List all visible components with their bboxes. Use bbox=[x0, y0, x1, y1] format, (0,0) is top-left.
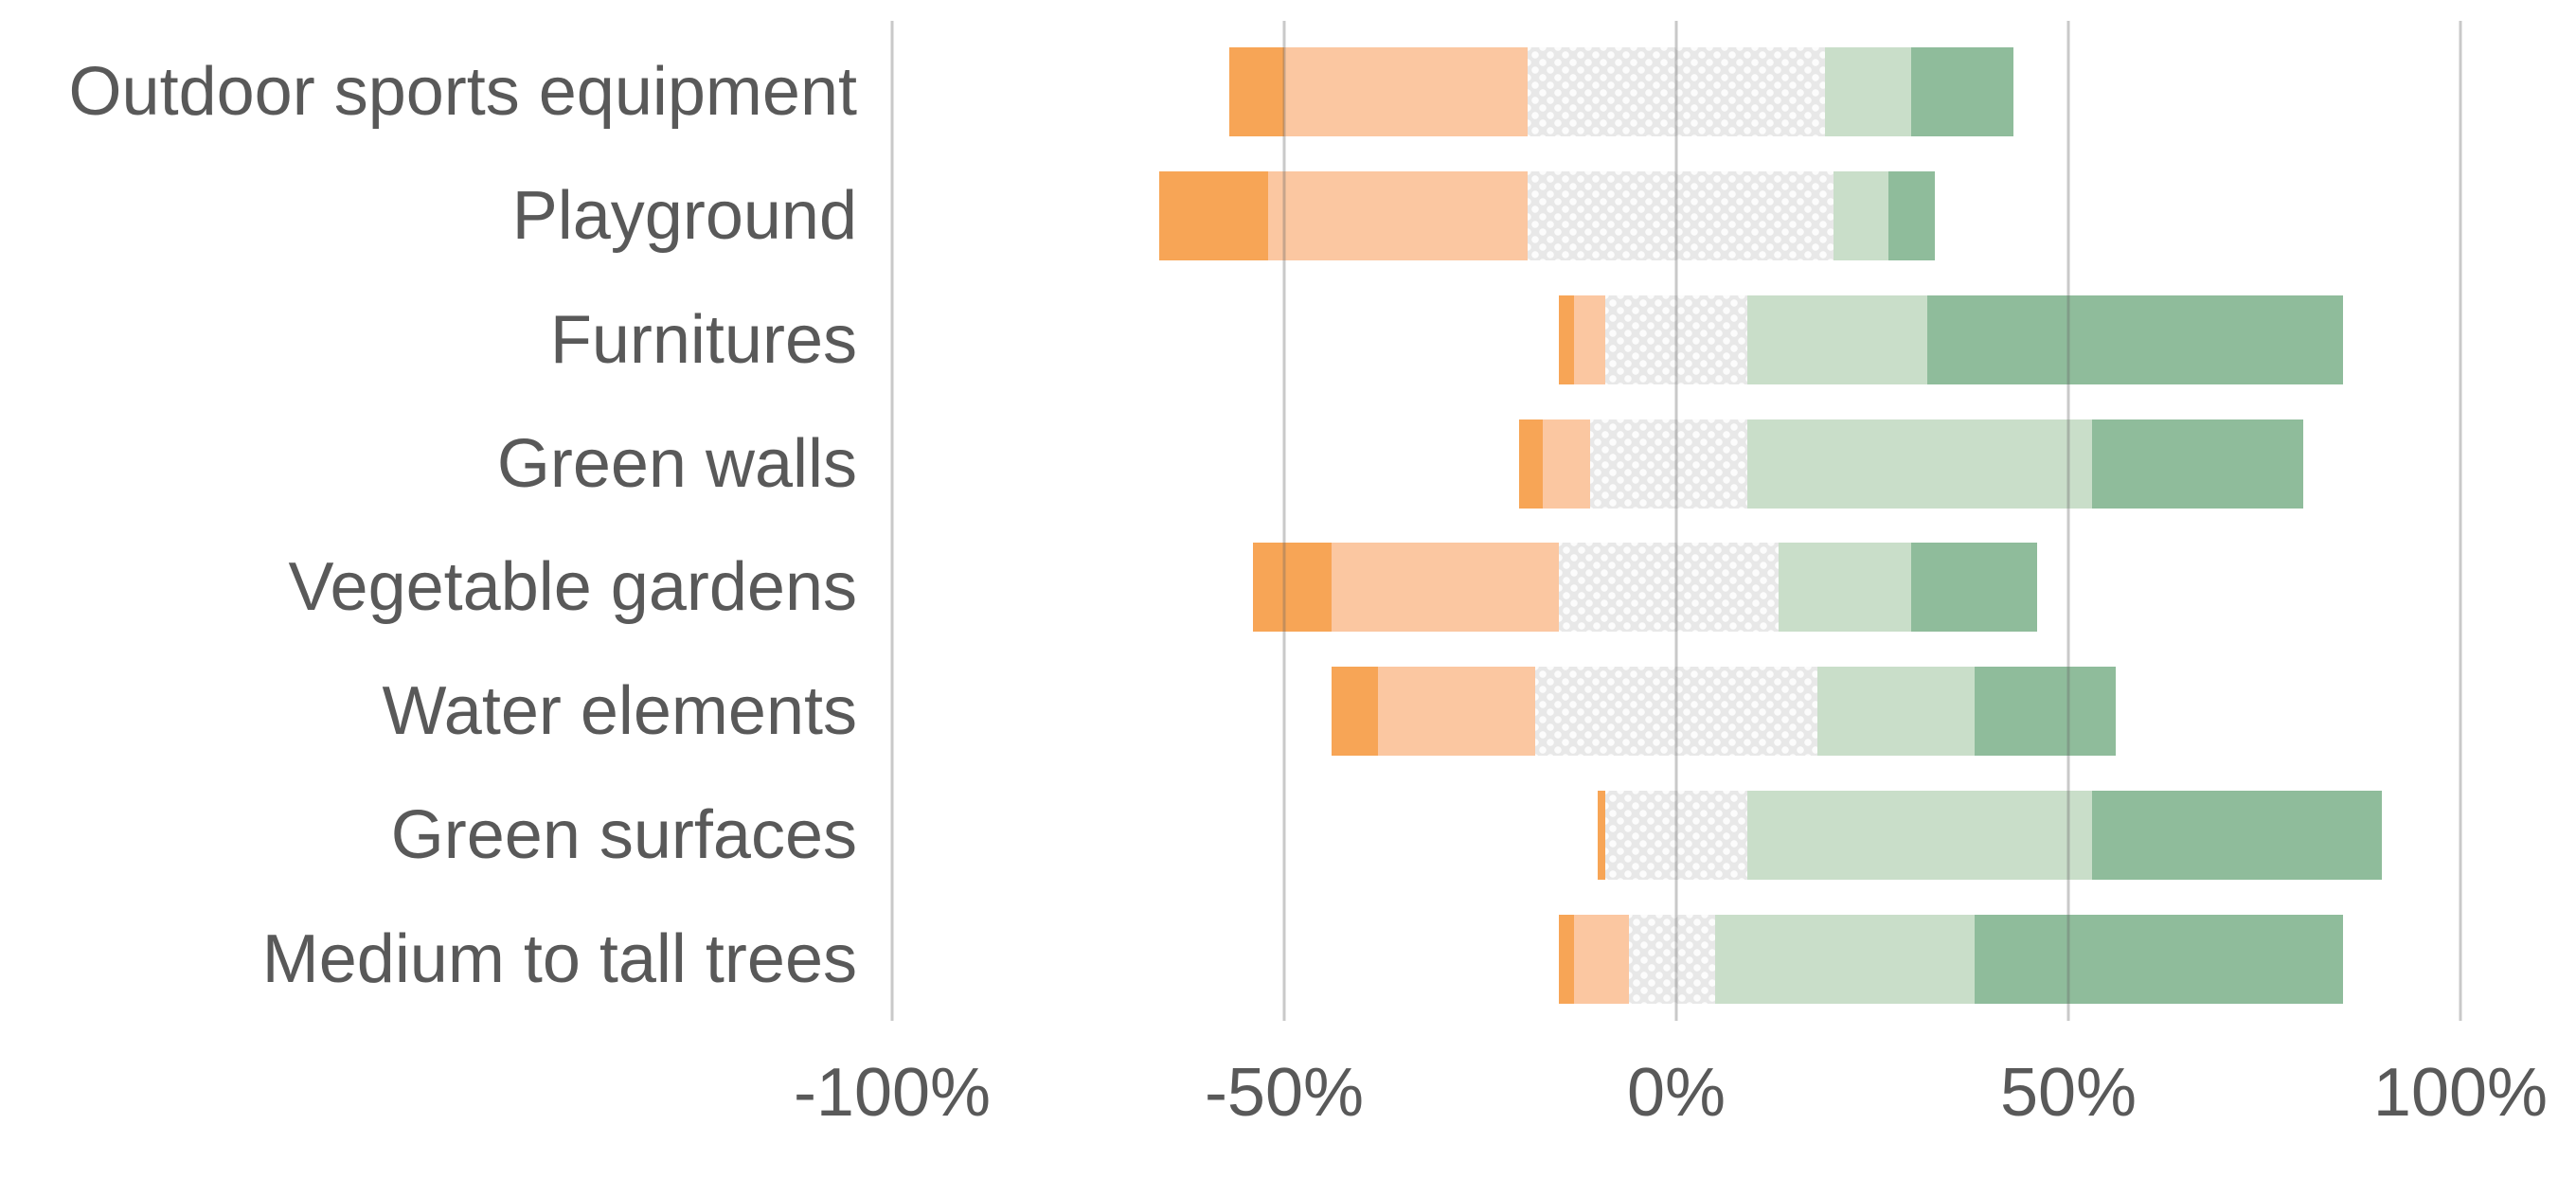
gridline-50 bbox=[2066, 21, 2070, 1021]
category-label: Furnitures bbox=[549, 301, 857, 378]
bar-segment-light-green-increase bbox=[1746, 790, 2092, 880]
bar-segment-gray-neutral bbox=[1605, 790, 1747, 880]
bar-segment-light-green-increase bbox=[1825, 47, 1912, 137]
bar-segment-gray-neutral bbox=[1558, 543, 1779, 633]
bar-segment-medium-green-strong-increase bbox=[1887, 171, 1936, 261]
category-label: Water elements bbox=[382, 673, 857, 750]
category-label: Green surfaces bbox=[390, 796, 857, 873]
category-label: Playground bbox=[511, 178, 857, 255]
bar-segment-dark-orange-strong-decrease bbox=[1558, 294, 1575, 384]
category-label: Green walls bbox=[496, 425, 857, 502]
bar-segment-gray-neutral bbox=[1589, 419, 1747, 509]
bar-segment-light-green-increase bbox=[1833, 171, 1888, 261]
bar-segment-light-orange-decrease bbox=[1574, 294, 1606, 384]
bar-segment-light-orange-decrease bbox=[1284, 47, 1528, 137]
bar-segment-dark-orange-strong-decrease bbox=[1598, 790, 1606, 880]
bar-segment-light-orange-decrease bbox=[1543, 419, 1590, 509]
bar-segment-gray-neutral bbox=[1629, 914, 1716, 1004]
bar-segment-gray-neutral bbox=[1527, 171, 1834, 261]
bar-segment-gray-neutral bbox=[1527, 47, 1826, 137]
gridline-100 bbox=[2459, 21, 2462, 1021]
gridline-0 bbox=[1674, 21, 1678, 1021]
bar-segment-light-orange-decrease bbox=[1331, 543, 1559, 633]
bar-segment-medium-green-strong-increase bbox=[1974, 667, 2116, 757]
bar-segment-light-green-increase bbox=[1746, 419, 2092, 509]
bar-segment-medium-green-strong-increase bbox=[1926, 294, 2343, 384]
bar-segment-light-green-increase bbox=[1715, 914, 1975, 1004]
bar-segment-light-orange-decrease bbox=[1574, 914, 1630, 1004]
bar-segment-medium-green-strong-increase bbox=[2091, 790, 2383, 880]
category-label: Vegetable gardens bbox=[288, 549, 857, 626]
bar-segment-light-green-increase bbox=[1746, 294, 1927, 384]
x-axis-tick-label: 50% bbox=[1999, 1055, 2138, 1131]
bar-segment-dark-orange-strong-decrease bbox=[1252, 543, 1332, 633]
bar-segment-gray-neutral bbox=[1605, 294, 1747, 384]
bar-segment-light-orange-decrease bbox=[1268, 171, 1528, 261]
bar-segment-dark-orange-strong-decrease bbox=[1158, 171, 1269, 261]
bar-segment-medium-green-strong-increase bbox=[1911, 543, 2037, 633]
x-axis-tick-label: -100% bbox=[793, 1055, 992, 1131]
bar-segment-dark-orange-strong-decrease bbox=[1519, 419, 1544, 509]
gridline--100 bbox=[890, 21, 894, 1021]
bar-segment-medium-green-strong-increase bbox=[1974, 914, 2343, 1004]
bar-segment-gray-neutral bbox=[1534, 667, 1818, 757]
x-axis-tick-label: 0% bbox=[1626, 1055, 1726, 1131]
x-axis-tick-label: 100% bbox=[2372, 1055, 2549, 1131]
bar-segment-dark-orange-strong-decrease bbox=[1229, 47, 1284, 137]
bar-segment-light-green-increase bbox=[1778, 543, 1912, 633]
bar-segment-light-orange-decrease bbox=[1378, 667, 1535, 757]
gridline--50 bbox=[1282, 21, 1286, 1021]
bar-segment-dark-orange-strong-decrease bbox=[1331, 667, 1379, 757]
bar-segment-medium-green-strong-increase bbox=[1911, 47, 2014, 137]
x-axis-tick-label: -50% bbox=[1204, 1055, 1365, 1131]
bar-segment-medium-green-strong-increase bbox=[2091, 419, 2304, 509]
category-label: Medium to tall trees bbox=[261, 920, 857, 997]
category-label: Outdoor sports equipment bbox=[68, 54, 857, 131]
bar-segment-dark-orange-strong-decrease bbox=[1558, 914, 1575, 1004]
bar-segment-light-green-increase bbox=[1817, 667, 1975, 757]
